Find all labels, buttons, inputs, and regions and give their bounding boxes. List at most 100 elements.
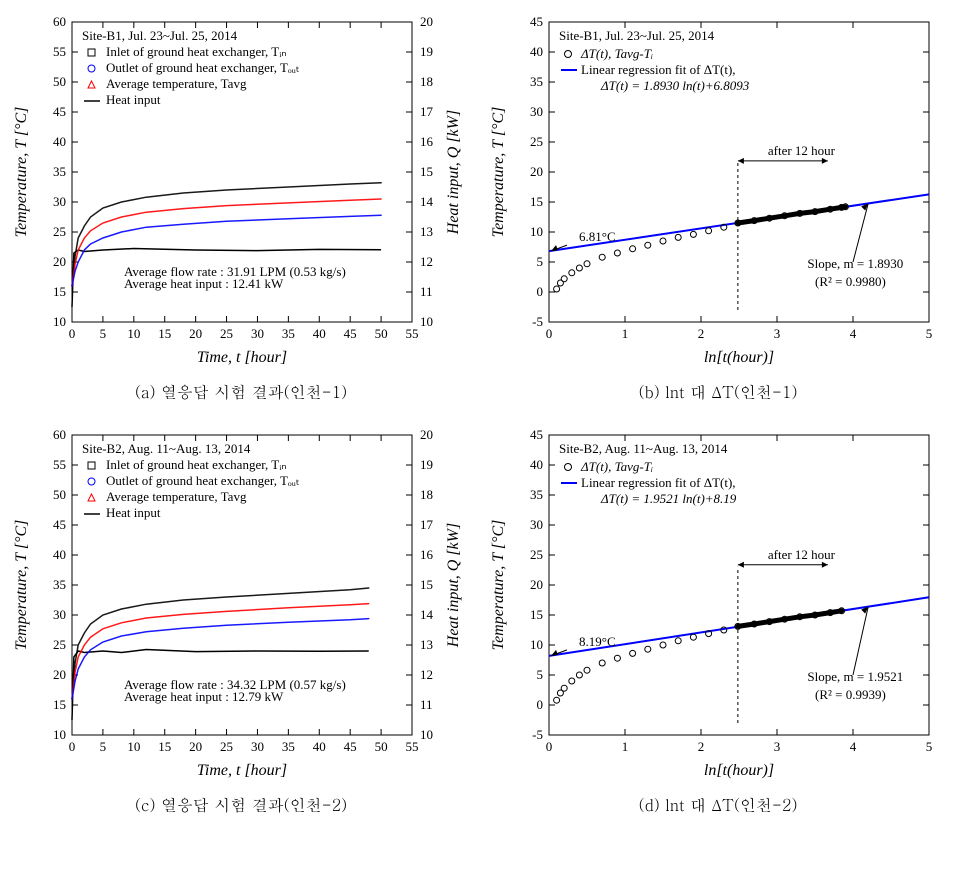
svg-text:40: 40 [530, 457, 543, 472]
svg-text:3: 3 [774, 326, 781, 341]
svg-text:5: 5 [926, 326, 933, 341]
svg-text:Inlet of ground heat exchanger: Inlet of ground heat exchanger, Tᵢₙ [106, 44, 287, 59]
svg-text:60: 60 [53, 427, 66, 442]
svg-text:Average temperature, Tavg: Average temperature, Tavg [106, 76, 247, 91]
svg-text:10: 10 [127, 739, 140, 754]
svg-text:55: 55 [53, 44, 66, 59]
svg-text:19: 19 [420, 457, 433, 472]
svg-text:30: 30 [53, 194, 66, 209]
svg-text:13: 13 [420, 637, 433, 652]
svg-text:25: 25 [530, 134, 543, 149]
panel-b: 012345-5051015202530354045ln[t(hour)]Tem… [487, 10, 949, 370]
svg-text:Temperature, T [°C]: Temperature, T [°C] [13, 520, 30, 651]
svg-text:Temperature, T [°C]: Temperature, T [°C] [490, 107, 507, 238]
svg-text:45: 45 [530, 427, 543, 442]
svg-text:Time, t [hour]: Time, t [hour] [197, 762, 287, 779]
svg-text:17: 17 [420, 517, 434, 532]
svg-text:35: 35 [53, 577, 66, 592]
svg-text:50: 50 [53, 74, 66, 89]
svg-text:1: 1 [622, 326, 629, 341]
svg-text:Outlet of ground heat exchange: Outlet of ground heat exchanger, Tₒᵤₜ [106, 60, 300, 75]
svg-text:11: 11 [420, 697, 433, 712]
svg-text:0: 0 [546, 326, 553, 341]
svg-text:5: 5 [537, 254, 544, 269]
svg-text:Site-B2, Aug. 11~Aug. 13, 2014: Site-B2, Aug. 11~Aug. 13, 2014 [82, 441, 251, 456]
svg-text:45: 45 [53, 517, 66, 532]
svg-text:0: 0 [69, 326, 76, 341]
svg-text:40: 40 [53, 547, 66, 562]
svg-text:14: 14 [420, 194, 434, 209]
svg-text:15: 15 [420, 577, 433, 592]
svg-text:10: 10 [420, 314, 433, 329]
svg-text:55: 55 [406, 326, 419, 341]
svg-text:14: 14 [420, 607, 434, 622]
svg-text:15: 15 [53, 284, 66, 299]
panel-d: 012345-5051015202530354045ln[t(hour)]Tem… [487, 423, 949, 783]
svg-text:40: 40 [313, 739, 326, 754]
svg-text:11: 11 [420, 284, 433, 299]
svg-text:-5: -5 [532, 727, 543, 742]
svg-text:10: 10 [53, 727, 66, 742]
svg-text:25: 25 [220, 326, 233, 341]
svg-text:ΔT(t), Tavg-Tᵢ: ΔT(t), Tavg-Tᵢ [580, 459, 653, 474]
caption-a: (a) 열응답 시험 결과(인천-1) [10, 375, 472, 418]
svg-text:5: 5 [100, 739, 107, 754]
svg-text:15: 15 [530, 194, 543, 209]
svg-text:Average heat input : 12.41 kW: Average heat input : 12.41 kW [124, 276, 284, 291]
svg-text:20: 20 [189, 326, 202, 341]
svg-text:Site-B1, Jul. 23~Jul. 25, 2014: Site-B1, Jul. 23~Jul. 25, 2014 [82, 28, 238, 43]
panel-a: 0510152025303540455055101520253035404550… [10, 10, 472, 370]
svg-text:5: 5 [100, 326, 107, 341]
svg-text:Outlet of ground heat exchange: Outlet of ground heat exchanger, Tₒᵤₜ [106, 473, 300, 488]
svg-text:50: 50 [375, 326, 388, 341]
svg-text:10: 10 [530, 637, 543, 652]
svg-text:5: 5 [926, 739, 933, 754]
svg-text:15: 15 [158, 739, 171, 754]
svg-text:6.81°C: 6.81°C [579, 229, 616, 244]
svg-text:35: 35 [282, 739, 295, 754]
svg-text:25: 25 [530, 547, 543, 562]
svg-text:Time, t [hour]: Time, t [hour] [197, 349, 287, 366]
svg-text:50: 50 [53, 487, 66, 502]
svg-text:30: 30 [251, 739, 264, 754]
svg-text:18: 18 [420, 487, 433, 502]
svg-text:Linear regression fit of ΔT(t): Linear regression fit of ΔT(t), [581, 475, 736, 490]
svg-text:Heat input, Q [kW]: Heat input, Q [kW] [445, 523, 462, 648]
svg-text:2: 2 [698, 326, 705, 341]
svg-text:Site-B1, Jul. 23~Jul. 25, 2014: Site-B1, Jul. 23~Jul. 25, 2014 [559, 28, 715, 43]
svg-text:2: 2 [698, 739, 705, 754]
svg-text:after 12 hour: after 12 hour [768, 143, 836, 158]
svg-text:(R² = 0.9980): (R² = 0.9980) [815, 274, 886, 289]
svg-text:45: 45 [530, 14, 543, 29]
svg-text:-5: -5 [532, 314, 543, 329]
caption-c: (c) 열응답 시험 결과(인천-2) [10, 788, 472, 831]
svg-text:0: 0 [537, 697, 544, 712]
svg-text:35: 35 [53, 164, 66, 179]
svg-text:16: 16 [420, 547, 434, 562]
svg-text:Slope, m = 1.9521: Slope, m = 1.9521 [807, 669, 903, 684]
svg-text:(R² = 0.9939): (R² = 0.9939) [815, 687, 886, 702]
svg-text:20: 20 [53, 254, 66, 269]
svg-text:ΔT(t), Tavg-Tᵢ: ΔT(t), Tavg-Tᵢ [580, 46, 653, 61]
svg-text:15: 15 [158, 326, 171, 341]
svg-text:ΔT(t) = 1.8930 ln(t)+6.8093: ΔT(t) = 1.8930 ln(t)+6.8093 [600, 78, 750, 93]
caption-d: (d) lnt 대 ΔT(인천-2) [487, 788, 949, 831]
svg-text:35: 35 [530, 487, 543, 502]
svg-text:30: 30 [530, 104, 543, 119]
svg-text:45: 45 [344, 326, 357, 341]
svg-text:19: 19 [420, 44, 433, 59]
svg-text:30: 30 [53, 607, 66, 622]
svg-text:Average heat input : 12.79 kW: Average heat input : 12.79 kW [124, 689, 284, 704]
svg-text:40: 40 [53, 134, 66, 149]
svg-text:17: 17 [420, 104, 434, 119]
svg-text:4: 4 [850, 739, 857, 754]
svg-text:10: 10 [420, 727, 433, 742]
svg-text:0: 0 [546, 739, 553, 754]
svg-text:45: 45 [53, 104, 66, 119]
svg-text:15: 15 [53, 697, 66, 712]
svg-text:Average temperature, Tavg: Average temperature, Tavg [106, 489, 247, 504]
svg-text:ΔT(t) = 1.9521 ln(t)+8.19: ΔT(t) = 1.9521 ln(t)+8.19 [600, 491, 737, 506]
svg-text:45: 45 [344, 739, 357, 754]
svg-text:1: 1 [622, 739, 629, 754]
svg-text:25: 25 [220, 739, 233, 754]
